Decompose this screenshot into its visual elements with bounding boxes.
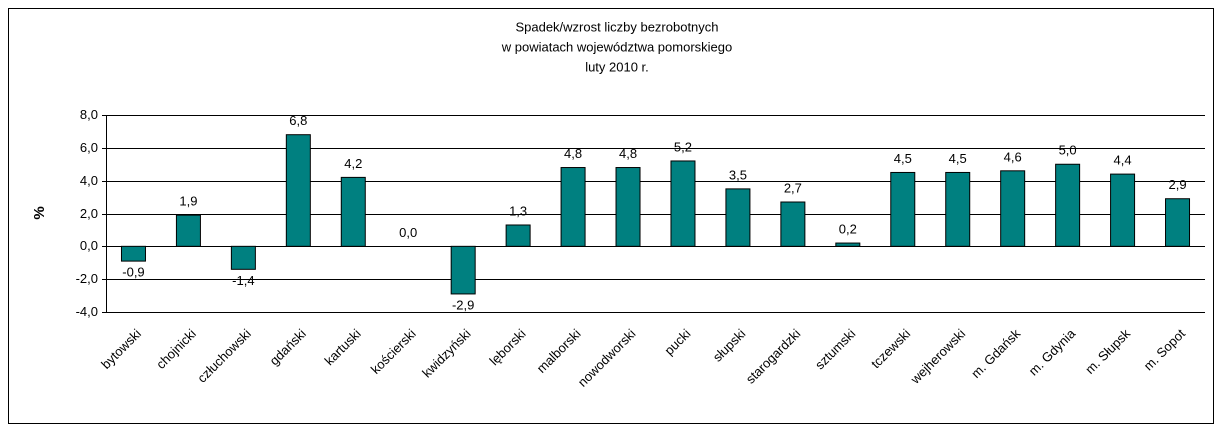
- bar: [945, 171, 971, 247]
- chart-title: w powiatach województwa pomorskiego: [501, 39, 733, 54]
- data-label: 0,2: [839, 221, 857, 236]
- bar: [1000, 170, 1026, 247]
- bar: [560, 167, 586, 247]
- bar: [780, 201, 806, 247]
- data-label: 0,0: [399, 225, 417, 240]
- bar: [615, 167, 641, 247]
- data-label: 4,4: [1114, 153, 1132, 168]
- y-tick-label: -4,0: [76, 304, 98, 319]
- bar: [670, 160, 696, 247]
- y-tick-label: 6,0: [80, 140, 98, 155]
- data-label: 4,5: [894, 151, 912, 166]
- bar: [340, 176, 366, 247]
- bar: [1165, 198, 1191, 247]
- data-label: 1,3: [509, 203, 527, 218]
- bar: [835, 242, 861, 247]
- bar: [725, 188, 751, 247]
- data-label: 3,5: [729, 167, 747, 182]
- bar: [230, 245, 256, 270]
- bar: [1110, 173, 1136, 247]
- y-tick-label: 2,0: [80, 206, 98, 221]
- y-tick-label: 0,0: [80, 238, 98, 253]
- bar: [505, 224, 531, 247]
- data-label: -0,9: [122, 265, 144, 280]
- bar: [1055, 163, 1081, 247]
- data-label: 4,6: [1004, 149, 1022, 164]
- data-label: 4,8: [619, 146, 637, 161]
- chart-title: Spadek/wzrost liczby bezrobotnych: [515, 19, 718, 34]
- chart-title: luty 2010 r.: [585, 59, 649, 74]
- y-tick-label: 8,0: [80, 107, 98, 122]
- data-label: 2,7: [784, 180, 802, 195]
- data-label: 4,5: [949, 151, 967, 166]
- bar: [120, 245, 146, 262]
- data-label: 4,8: [564, 146, 582, 161]
- data-label: 2,9: [1168, 177, 1186, 192]
- data-label: 5,0: [1059, 143, 1077, 158]
- data-label: -1,4: [232, 273, 254, 288]
- data-label: 5,2: [674, 139, 692, 154]
- bar: [890, 171, 916, 247]
- data-label: 1,9: [179, 194, 197, 209]
- data-label: 6,8: [289, 113, 307, 128]
- bar: [285, 134, 311, 247]
- bar: [450, 245, 476, 295]
- y-axis-label: %: [31, 206, 48, 219]
- y-tick-label: -2,0: [76, 271, 98, 286]
- data-label: 4,2: [344, 156, 362, 171]
- bar: [175, 214, 201, 247]
- data-label: -2,9: [452, 297, 474, 312]
- y-tick-label: 4,0: [80, 173, 98, 188]
